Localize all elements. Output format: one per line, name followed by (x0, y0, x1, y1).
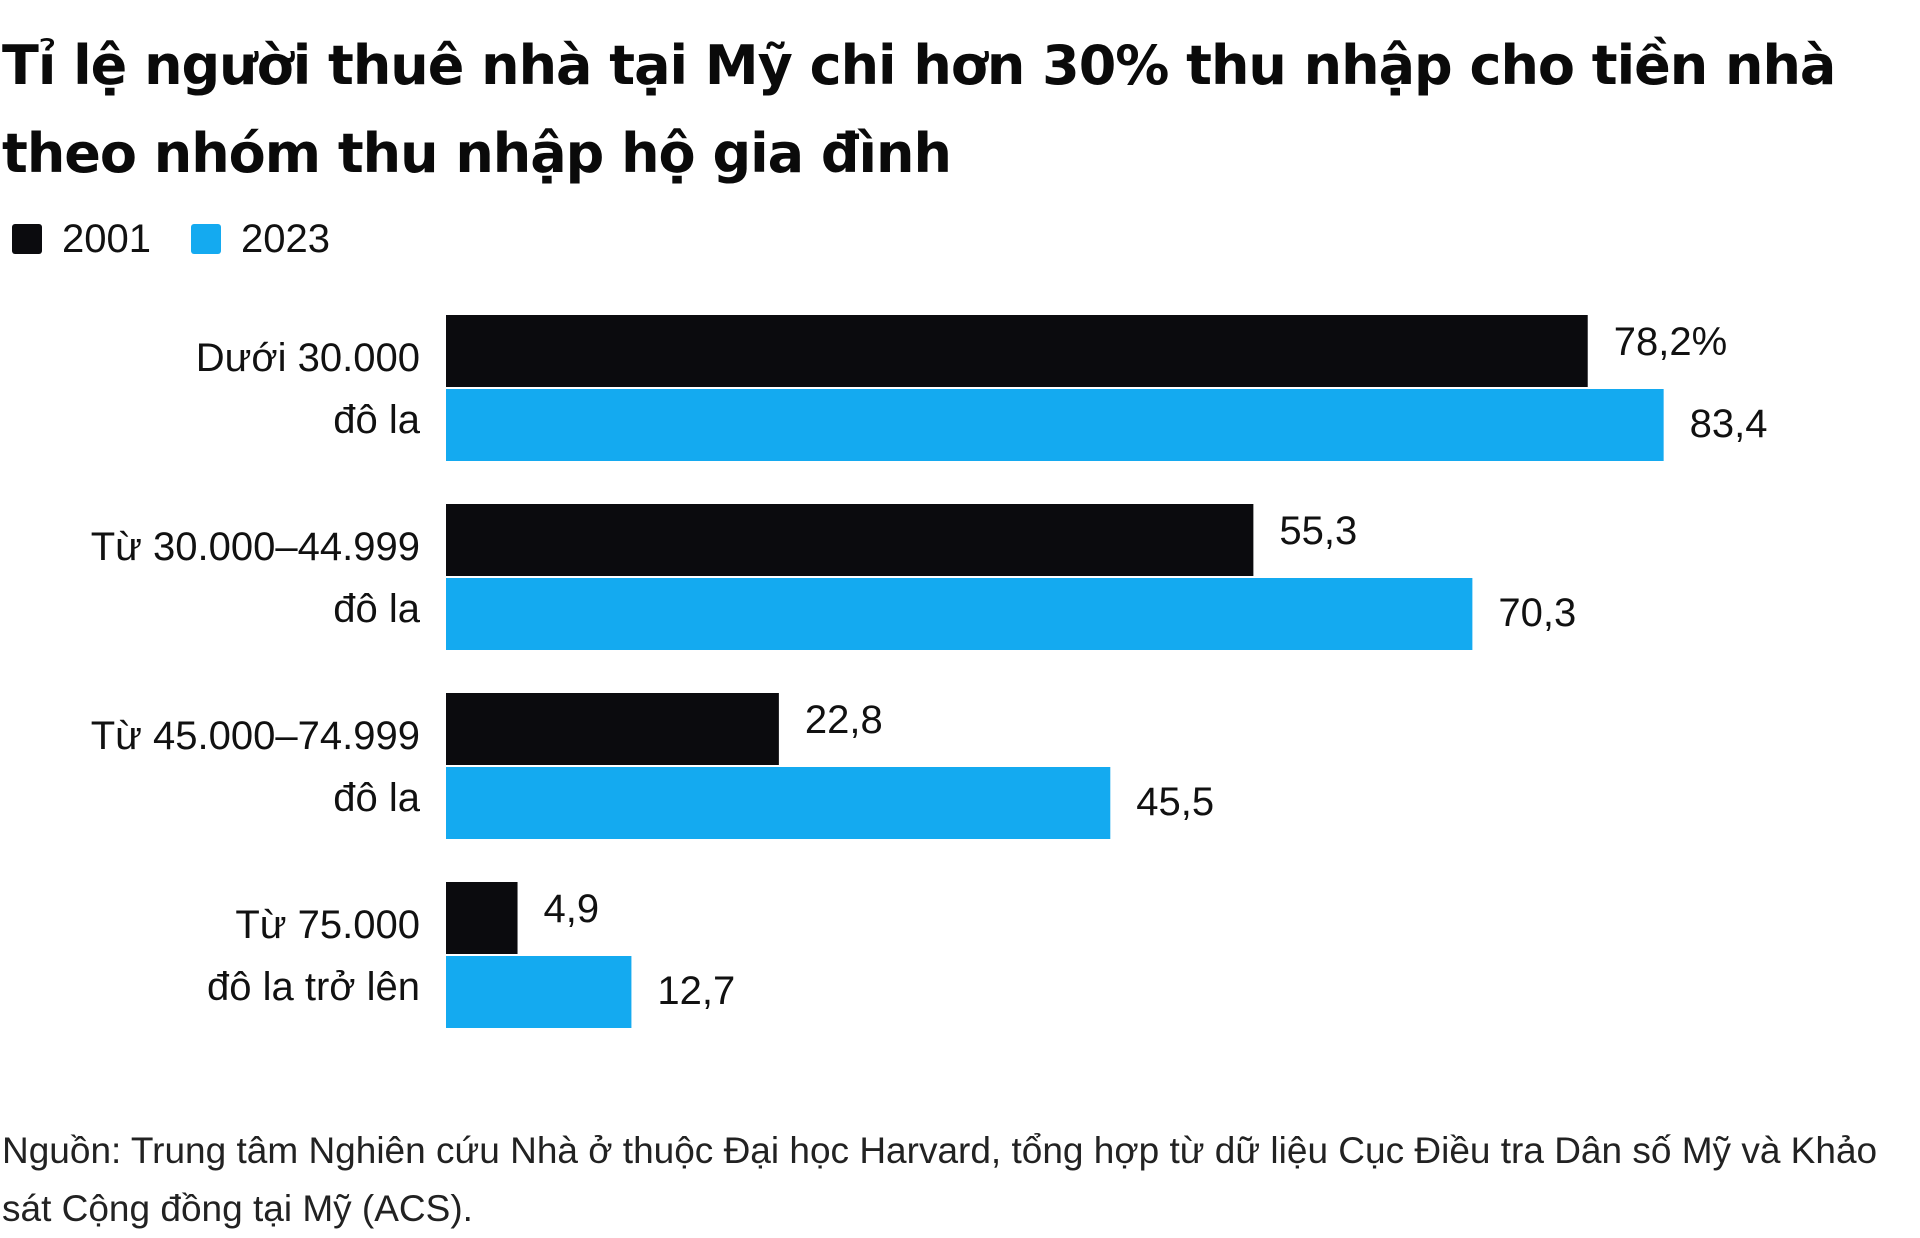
bar-2001 (446, 882, 518, 954)
legend-label-2001: 2001 (62, 216, 151, 261)
legend-swatch-2001 (12, 224, 42, 254)
category-label: đô la (333, 398, 420, 442)
legend-swatch-2023 (190, 224, 221, 254)
data-label: 78,2% (1614, 320, 1727, 364)
legend-label-2023: 2023 (240, 216, 330, 261)
chart-title: Tỉ lệ người thuê nhà tại Mỹ chi hơn 30% … (2, 34, 1836, 185)
data-label: 12,7 (657, 969, 735, 1013)
bar-2023 (446, 956, 632, 1028)
bar-2023 (446, 389, 1664, 461)
data-label: 70,3 (1498, 591, 1576, 635)
data-label: 83,4 (1690, 402, 1768, 446)
category-label: đô la (333, 776, 420, 820)
bar-2023 (446, 767, 1111, 839)
bar-chart: Dưới 30.000 đô la 78,2% 83,4 Từ 30.000–44.99… (91, 315, 1768, 1028)
data-label: 4,9 (544, 887, 600, 931)
category-label: Từ 45.000–74.999 (91, 714, 420, 758)
legend-item-2001: 2001 (12, 217, 151, 262)
data-label: 55,3 (1279, 509, 1357, 553)
category-label: đô la trở lên (207, 965, 420, 1009)
bar-2001 (446, 504, 1254, 576)
category-label: Từ 75.000 (235, 903, 420, 947)
data-label: 22,8 (805, 698, 883, 742)
category-label: Từ 30.000–44.999 (91, 525, 420, 569)
legend: 2001 2023 (12, 214, 370, 264)
source-note: Nguồn: Trung tâm Nghiên cứu Nhà ở thuộc … (2, 1130, 1878, 1229)
bar-2001 (446, 315, 1588, 387)
bar-2023 (446, 578, 1473, 650)
category-label: đô la (333, 587, 420, 631)
legend-item-2023: 2023 (190, 216, 330, 262)
bar-2001 (446, 693, 779, 765)
data-label: 45,5 (1136, 780, 1214, 824)
category-label: Dưới 30.000 (196, 336, 420, 380)
